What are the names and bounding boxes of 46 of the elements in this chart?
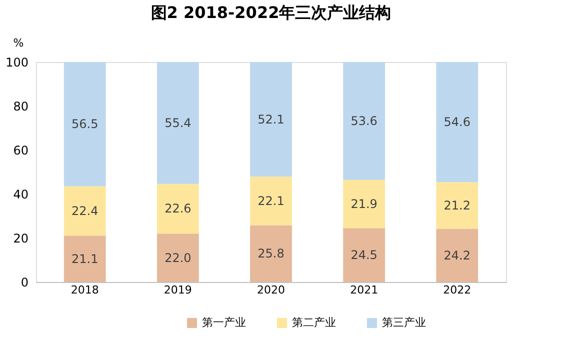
y-tick-label: 0 (20, 276, 28, 290)
data-label: 24.5 (350, 248, 378, 262)
chart-title: 图2 2018-2022年三次产业结构 (150, 3, 392, 22)
data-label: 22.6 (164, 202, 192, 216)
y-tick-label: 80 (13, 100, 28, 114)
data-label: 56.5 (72, 117, 98, 132)
bar (343, 62, 386, 180)
data-label: 25.8 (258, 246, 284, 261)
data-label: 22.0 (164, 250, 192, 265)
bar (156, 234, 199, 282)
y-tick-label: 20 (13, 232, 28, 246)
bar (436, 228, 478, 282)
legend-label: 第二产业 (292, 316, 336, 329)
x-tick-label: 2019 (164, 284, 192, 296)
data-label: 22.4 (72, 204, 98, 218)
y-tick-label: 100 (6, 56, 28, 70)
data-label: 22.1 (258, 194, 284, 208)
bar (156, 184, 199, 234)
legend-label: 第一产业 (202, 316, 246, 329)
data-label: 24.2 (444, 248, 470, 262)
bar (250, 176, 292, 226)
bar (436, 62, 478, 182)
y-tick-label: 40 (13, 188, 28, 202)
bar (250, 225, 292, 282)
bar (250, 62, 292, 177)
data-label: 53.6 (350, 114, 378, 128)
data-label: 21.9 (350, 197, 378, 212)
bar (436, 182, 478, 229)
data-label: 54.6 (444, 115, 470, 130)
bar (156, 62, 199, 184)
bar (64, 62, 106, 186)
data-label: 52.1 (258, 112, 284, 126)
x-tick-label: 2021 (350, 284, 378, 296)
x-tick-label: 2018 (70, 284, 99, 296)
y-axis-title: % (13, 36, 24, 50)
bar (343, 180, 386, 228)
data-label: 21.1 (72, 252, 98, 266)
bar (64, 186, 106, 236)
data-label: 21.2 (444, 198, 470, 212)
x-tick-label: 2020 (257, 284, 285, 296)
y-tick-label: 60 (13, 144, 28, 158)
data-label: 55.4 (164, 116, 192, 130)
legend-label: 第三产业 (382, 316, 426, 329)
bar (343, 228, 386, 282)
bar (64, 236, 106, 282)
x-tick-label: 2022 (443, 284, 472, 296)
